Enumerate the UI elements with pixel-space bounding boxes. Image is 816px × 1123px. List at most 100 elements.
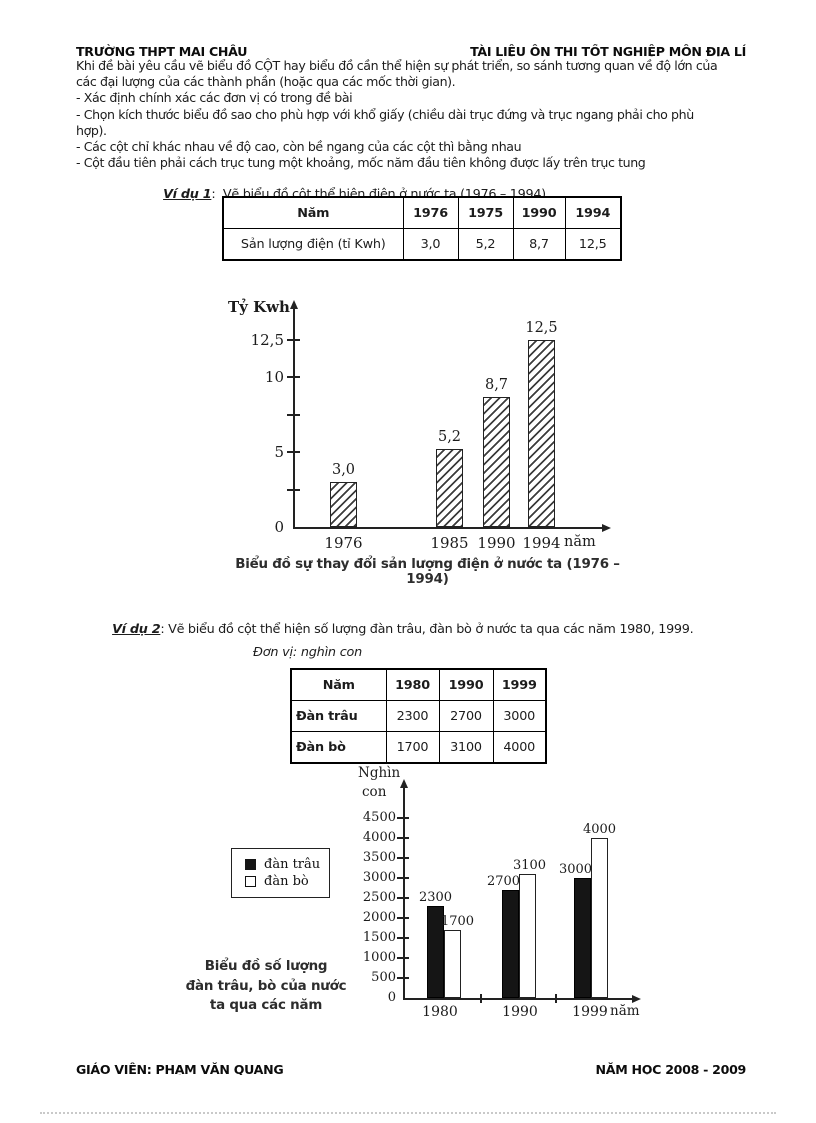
y-tick-label: 4000 bbox=[362, 830, 396, 845]
y-tick bbox=[287, 488, 300, 491]
chart2-caption-line: Biểu đồ số lượng bbox=[204, 959, 328, 974]
bar-1994 bbox=[528, 339, 555, 527]
bar-value-label: 5,2 bbox=[437, 429, 462, 445]
table-row: Đàn bò 1700 3100 4000 bbox=[290, 731, 547, 764]
y-tick bbox=[397, 877, 409, 879]
legend-item-trau: đàn trâu bbox=[245, 856, 329, 873]
legend-label: đàn trâu bbox=[264, 857, 321, 872]
table-header-cell: 1999 bbox=[492, 668, 547, 701]
value-cell: 2300 bbox=[385, 700, 440, 732]
value-cell: 3100 bbox=[438, 731, 494, 764]
row-label-cell: Đàn trâu bbox=[290, 700, 387, 732]
value-cell: 8,7 bbox=[512, 228, 566, 261]
table-row: Đàn trâu 2300 2700 3000 bbox=[290, 700, 547, 732]
y-tick-label: 3000 bbox=[362, 870, 396, 885]
bar-value-label: 3100 bbox=[512, 858, 547, 873]
y-tick bbox=[287, 451, 300, 453]
page-footer-left: GIÁO VIÊN: PHẠM VĂN QUANG bbox=[76, 1062, 284, 1075]
y-tick-label: 4500 bbox=[362, 810, 396, 825]
bar-value-label: 1700 bbox=[440, 914, 475, 929]
x-tick bbox=[555, 994, 557, 1003]
table-header-cell: Năm bbox=[222, 196, 404, 229]
x-tick-label: 1980 bbox=[422, 1004, 458, 1020]
y-axis bbox=[403, 787, 405, 998]
value-cell: 12,5 bbox=[564, 228, 622, 261]
y-tick bbox=[397, 837, 409, 839]
bar-value-label: 3000 bbox=[558, 862, 593, 877]
intro-line: - Xác định chính xác các đơn vị có trong… bbox=[76, 90, 353, 106]
page-header-left: TRƯỜNG THPT MAI CHÂU bbox=[76, 44, 248, 57]
table-electricity: Năm 1976 1975 1990 1994 Sản lượng điện (… bbox=[222, 196, 622, 261]
y-tick bbox=[397, 937, 409, 939]
x-axis bbox=[293, 527, 604, 529]
x-tick-label: 1990 bbox=[477, 534, 516, 552]
y-axis-title: Tỷ Kwh bbox=[228, 298, 290, 316]
table-livestock: Năm 1980 1990 1999 Đàn trâu 2300 2700 30… bbox=[290, 668, 547, 764]
value-cell: 4000 bbox=[492, 731, 547, 764]
y-tick-label: 2500 bbox=[362, 890, 396, 905]
bar-value-label: 4000 bbox=[582, 822, 617, 837]
x-axis-arrow-icon bbox=[602, 523, 611, 532]
y-tick bbox=[287, 376, 300, 378]
chart-legend: đàn trâu đàn bò bbox=[231, 848, 330, 898]
bar-trau-1999 bbox=[574, 878, 591, 998]
y-tick bbox=[397, 857, 409, 859]
table-header-cell: 1976 bbox=[402, 196, 459, 229]
chart-livestock: Nghìn con 0 500 1000 1500 2000 2500 3000 3500 4000… bbox=[350, 763, 665, 1048]
page-boundary-dotted-line bbox=[40, 1112, 776, 1114]
y-tick bbox=[397, 917, 409, 919]
table-header-cell: 1994 bbox=[564, 196, 622, 229]
intro-line: các đại lượng của các thành phần (hoặc q… bbox=[76, 74, 456, 90]
intro-line: - Chọn kích thước biểu đồ sao cho phù hợ… bbox=[76, 106, 694, 122]
table-row: Năm 1976 1975 1990 1994 bbox=[222, 196, 622, 229]
x-tick-label: 1990 bbox=[502, 1004, 538, 1020]
example2-text: : Vẽ biểu đồ cột thể hiện số lượng đàn t… bbox=[160, 622, 694, 637]
bar-bo-1990 bbox=[519, 874, 536, 998]
intro-line: - Các cột chỉ khác nhau về độ cao, còn b… bbox=[76, 139, 522, 155]
value-cell: 5,2 bbox=[457, 228, 514, 261]
x-axis bbox=[403, 998, 634, 1000]
y-tick bbox=[397, 957, 409, 959]
bar-1976 bbox=[330, 482, 357, 527]
example1-label: Ví dụ 1 bbox=[163, 187, 212, 202]
intro-line: hợp). bbox=[76, 122, 107, 138]
y-axis-arrow-icon bbox=[289, 300, 298, 309]
y-tick-label: 1500 bbox=[362, 930, 396, 945]
y-tick-label: 10 bbox=[264, 368, 284, 386]
legend-swatch-black bbox=[245, 859, 256, 870]
bar-bo-1980 bbox=[444, 930, 461, 998]
bar-trau-1990 bbox=[502, 890, 519, 998]
intro-paragraph: Khi đề bài yêu cầu vẽ biểu đồ CỘT hay bi… bbox=[76, 58, 718, 171]
bar-value-label: 2300 bbox=[418, 890, 453, 905]
y-tick-label: 2000 bbox=[362, 910, 396, 925]
value-cell: 1700 bbox=[385, 731, 440, 764]
legend-label: đàn bò bbox=[264, 874, 309, 889]
chart1-caption: Biểu đồ sự thay đổi sản lượng điện ở nướ… bbox=[235, 557, 620, 587]
x-axis-title: năm bbox=[610, 1003, 640, 1019]
x-tick bbox=[480, 994, 482, 1003]
x-axis-title: năm bbox=[564, 534, 596, 550]
bar-1985 bbox=[436, 449, 463, 527]
y-tick bbox=[397, 977, 409, 979]
y-tick bbox=[287, 413, 300, 416]
y-tick bbox=[397, 817, 409, 819]
y-tick bbox=[397, 897, 409, 899]
unit-note: Đơn vị: nghìn con bbox=[253, 645, 363, 660]
row-label-cell: Sản lượng điện (tỉ Kwh) bbox=[222, 228, 404, 261]
chart2-caption-line: đàn trâu, bò của nước bbox=[185, 978, 347, 994]
legend-swatch-white bbox=[245, 876, 256, 887]
x-tick-label: 1985 bbox=[430, 534, 469, 552]
y-tick bbox=[287, 338, 300, 341]
table-row: Sản lượng điện (tỉ Kwh) 3,0 5,2 8,7 12,5 bbox=[222, 228, 622, 261]
example2-label: Ví dụ 2 bbox=[112, 622, 161, 637]
chart-electricity: Tỷ Kwh 0 5 10 12,5 3,0 1976 5,2 1985 8,7 1990 12,5 1… bbox=[228, 298, 620, 560]
table-header-cell: 1990 bbox=[512, 196, 566, 229]
table-header-cell: Năm bbox=[290, 668, 387, 701]
x-tick-label: 1976 bbox=[324, 534, 363, 552]
bar-bo-1999 bbox=[591, 838, 608, 998]
y-tick-label: 1000 bbox=[362, 950, 396, 965]
value-cell: 2700 bbox=[438, 700, 494, 732]
table-header-cell: 1980 bbox=[385, 668, 440, 701]
chart2-caption-line: ta qua các năm bbox=[209, 998, 323, 1013]
